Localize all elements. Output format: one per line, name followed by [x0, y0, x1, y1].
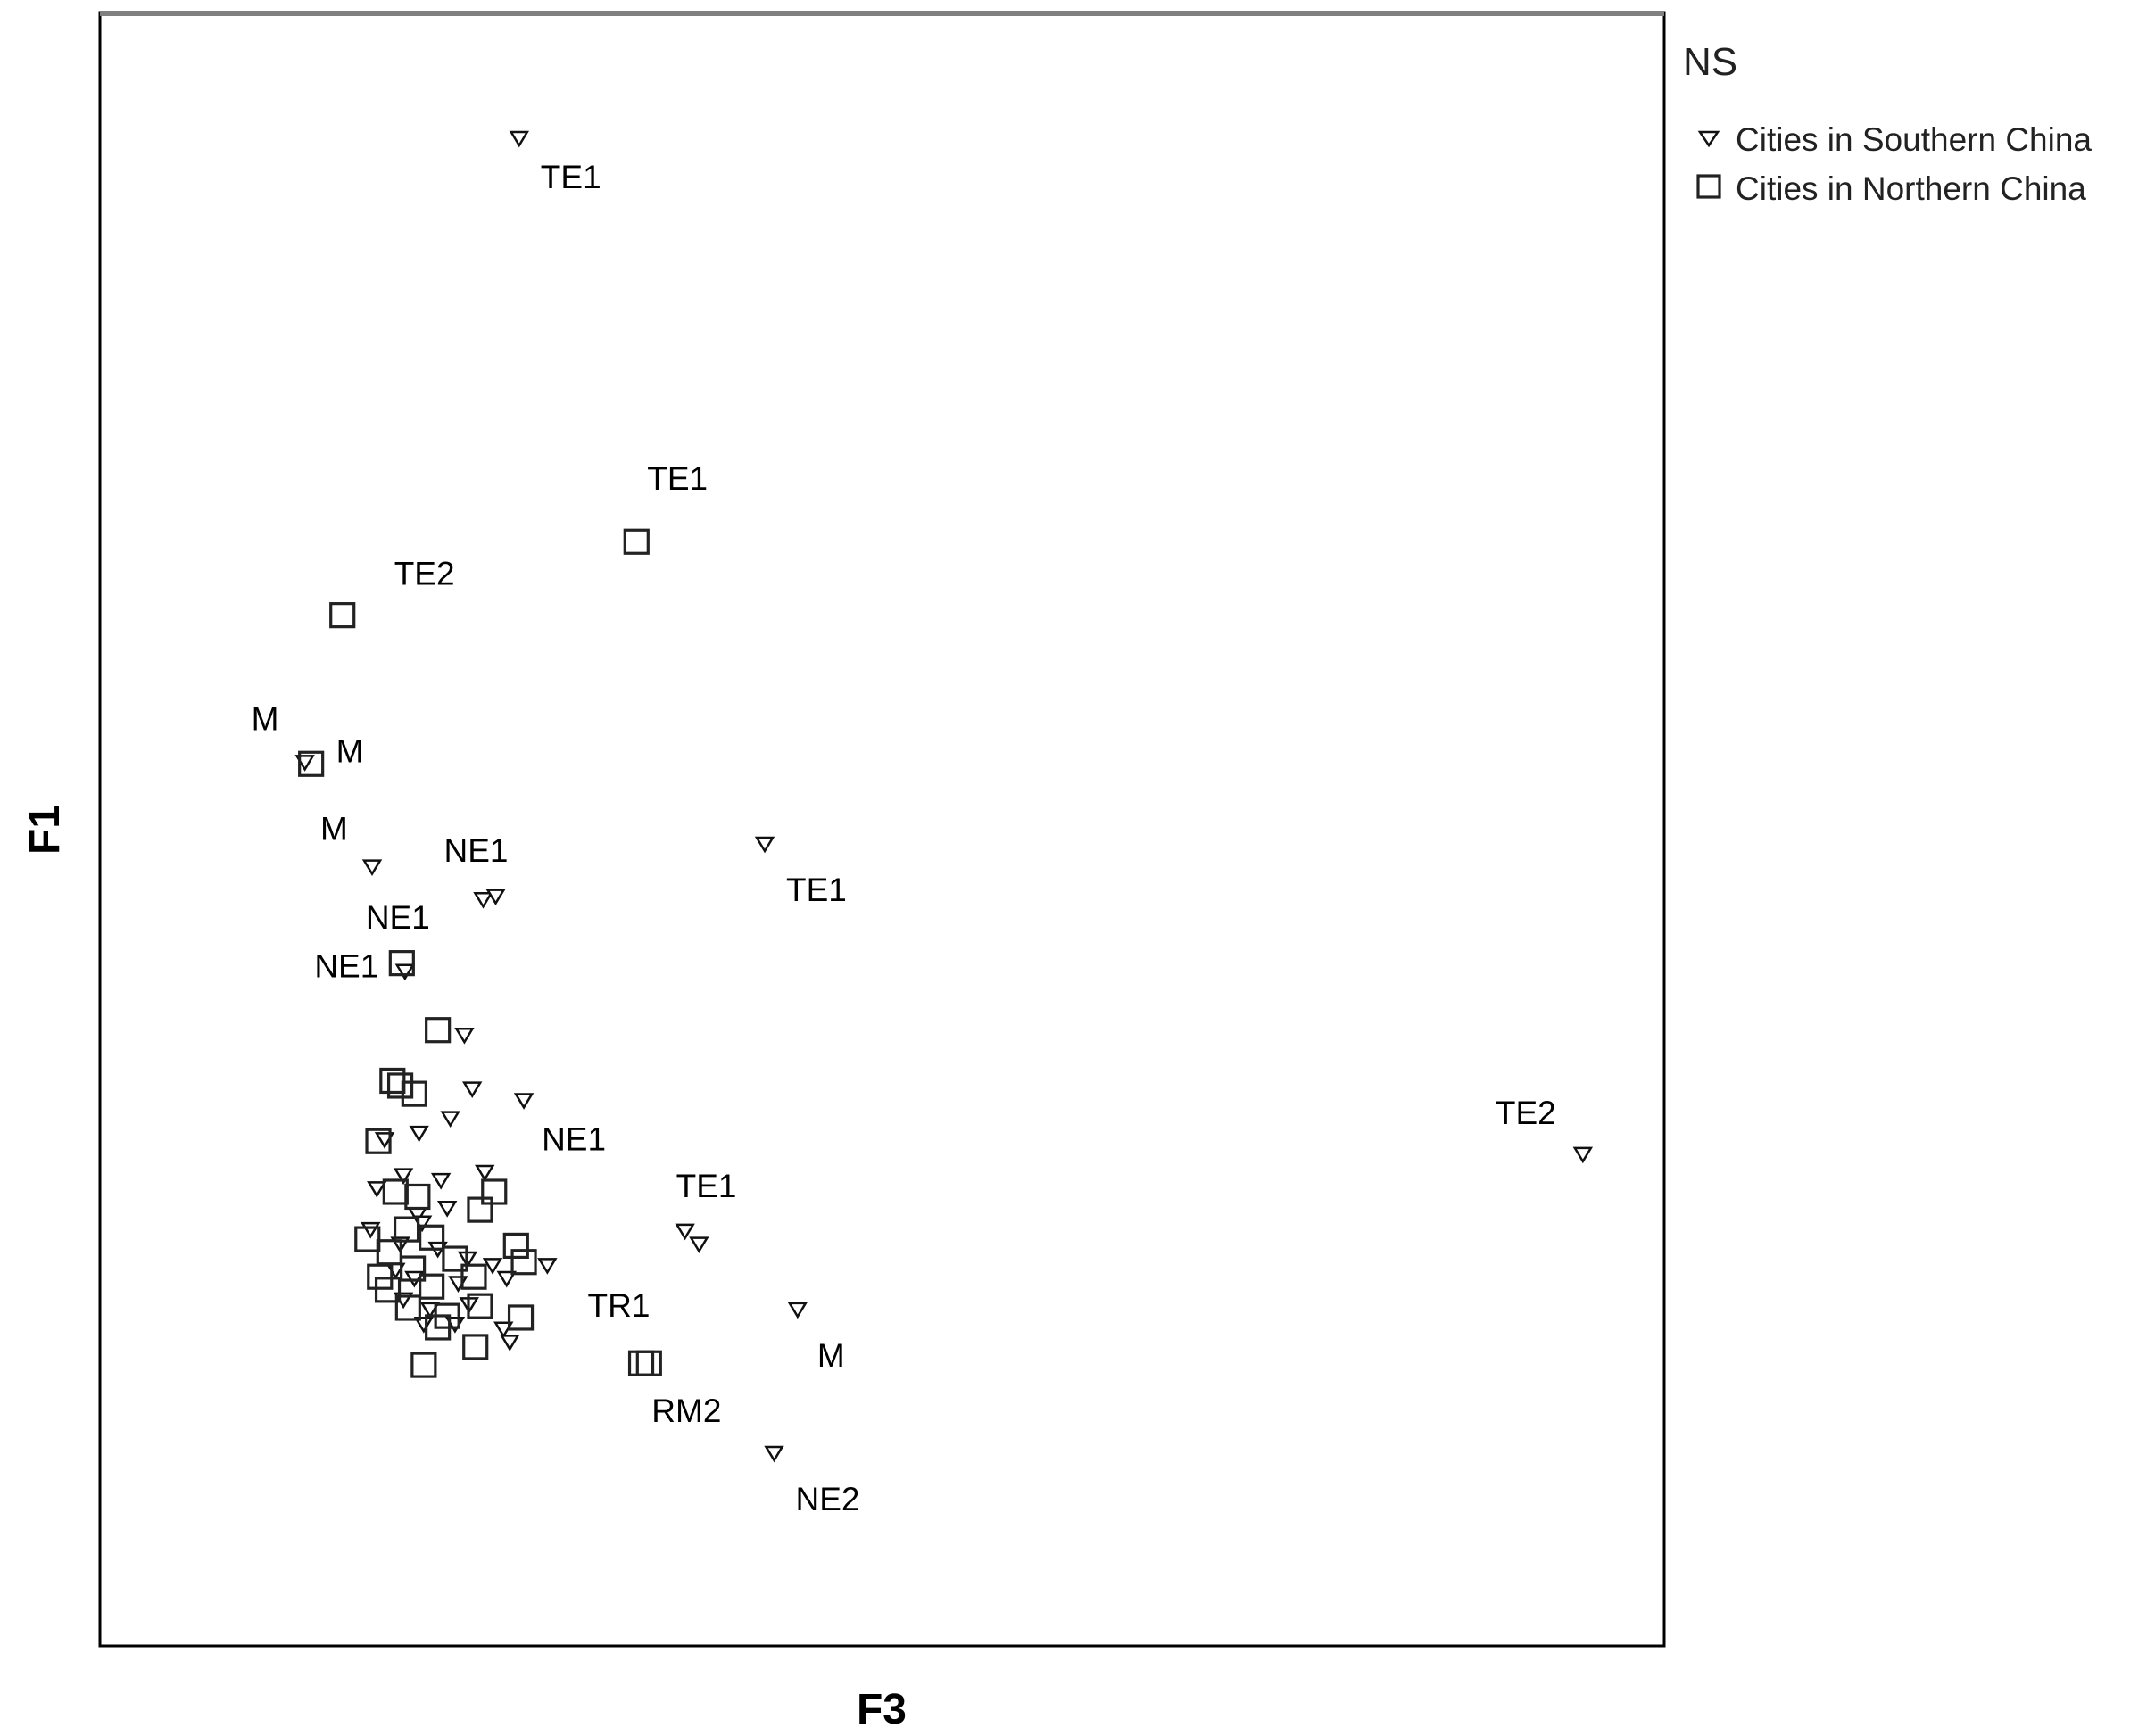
x-axis-label: F3 [857, 1686, 907, 1733]
southern-city-point [537, 1258, 558, 1275]
northern-city-point [393, 1216, 420, 1243]
northern-city-point [379, 1067, 406, 1095]
legend: NS Cities in Southern China Cities in No… [1683, 40, 2092, 207]
southern-city-point [436, 1201, 458, 1218]
northern-city-point [467, 1196, 493, 1223]
point-label: TR1 [588, 1287, 651, 1324]
northern-city-point [460, 1263, 487, 1290]
point-label: M [252, 700, 279, 737]
legend-label-northern: Cities in Northern China [1736, 170, 2086, 207]
southern-city-point [393, 1168, 414, 1186]
northern-city-point [425, 1314, 452, 1341]
legend-square-icon [1696, 174, 1721, 199]
southern-city-point [496, 1270, 517, 1288]
markers-layer [294, 130, 1594, 1463]
northern-city-point [365, 1128, 392, 1154]
southern-city-point [419, 1302, 441, 1319]
point-label: TE1 [647, 460, 708, 497]
northern-city-point [623, 528, 650, 555]
point-label: TE1 [541, 159, 601, 195]
southern-city-point [361, 1221, 381, 1239]
southern-city-point [462, 1081, 483, 1099]
southern-city-point [1572, 1146, 1594, 1164]
point-label: TE1 [676, 1168, 737, 1204]
northern-city-point [425, 1017, 452, 1044]
northern-city-point [400, 1255, 427, 1282]
legend-title: NS [1683, 40, 1737, 84]
northern-city-point [502, 1232, 529, 1260]
southern-city-point [493, 1321, 514, 1339]
northern-city-point [329, 602, 356, 629]
point-label: NE1 [314, 948, 378, 985]
northern-city-point [404, 1183, 431, 1211]
legend-triangle-icon [1697, 130, 1720, 148]
northern-city-point [481, 1178, 508, 1205]
southern-city-point [361, 859, 383, 877]
point-labels-layer: TE1 M M TE1 NE1 TE2 TE1 M NE2 NE1 NE1 TE1 TE2 M NE1 TR1… [252, 159, 1556, 1517]
legend-item-southern: Cities in Southern China [1697, 121, 2092, 158]
y-axis-label: F1 [21, 805, 69, 855]
point-label: RM2 [651, 1393, 721, 1429]
southern-city-point [394, 963, 416, 981]
northern-city-point [467, 1293, 493, 1319]
point-label: TE1 [786, 872, 847, 908]
southern-city-point [513, 1093, 535, 1110]
southern-city-point [764, 1445, 784, 1463]
legend-item-northern: Cities in Northern China [1696, 170, 2086, 207]
northern-city-point [354, 1226, 381, 1252]
northern-city-point [510, 1249, 537, 1276]
legend-label-southern: Cities in Southern China [1736, 121, 2092, 158]
southern-city-point [482, 1258, 503, 1275]
southern-city-point [413, 1317, 435, 1334]
northern-city-point [410, 1352, 437, 1378]
northern-city-point [298, 750, 325, 777]
northern-city-point [401, 1080, 427, 1107]
southern-city-point [500, 1335, 520, 1352]
point-label: NE1 [443, 832, 508, 869]
northern-city-point [374, 1277, 402, 1303]
southern-city-point [367, 1181, 387, 1198]
point-label: NE2 [796, 1481, 860, 1517]
southern-city-point [485, 889, 506, 906]
point-label: M [817, 1337, 845, 1374]
northern-city-point [394, 1294, 421, 1321]
northern-city-point [442, 1245, 468, 1272]
southern-city-point [754, 836, 775, 854]
northern-city-point [507, 1304, 535, 1331]
southern-city-point [509, 130, 530, 148]
southern-city-point [675, 1223, 695, 1241]
southern-city-point [473, 891, 493, 909]
northern-city-point [627, 1350, 655, 1376]
southern-city-point [475, 1164, 495, 1182]
point-label: TE2 [1496, 1095, 1556, 1131]
point-label: NE1 [366, 899, 430, 936]
point-label: M [336, 732, 364, 769]
northern-city-point [386, 1072, 414, 1099]
southern-city-point [430, 1172, 452, 1190]
southern-city-point [454, 1027, 475, 1045]
northern-city-point [388, 950, 415, 977]
southern-city-point [440, 1111, 460, 1128]
southern-city-point [409, 1125, 429, 1143]
point-label: NE1 [542, 1120, 606, 1157]
northern-city-point [462, 1334, 489, 1360]
northern-city-point [635, 1350, 662, 1376]
point-label: TE2 [394, 556, 455, 592]
southern-city-point [787, 1302, 808, 1319]
northern-city-point [419, 1273, 445, 1300]
point-label: M [320, 811, 348, 847]
northern-city-point [367, 1263, 394, 1290]
northern-city-point [419, 1224, 445, 1251]
southern-city-point [689, 1236, 709, 1254]
plot-area [98, 11, 1666, 1648]
